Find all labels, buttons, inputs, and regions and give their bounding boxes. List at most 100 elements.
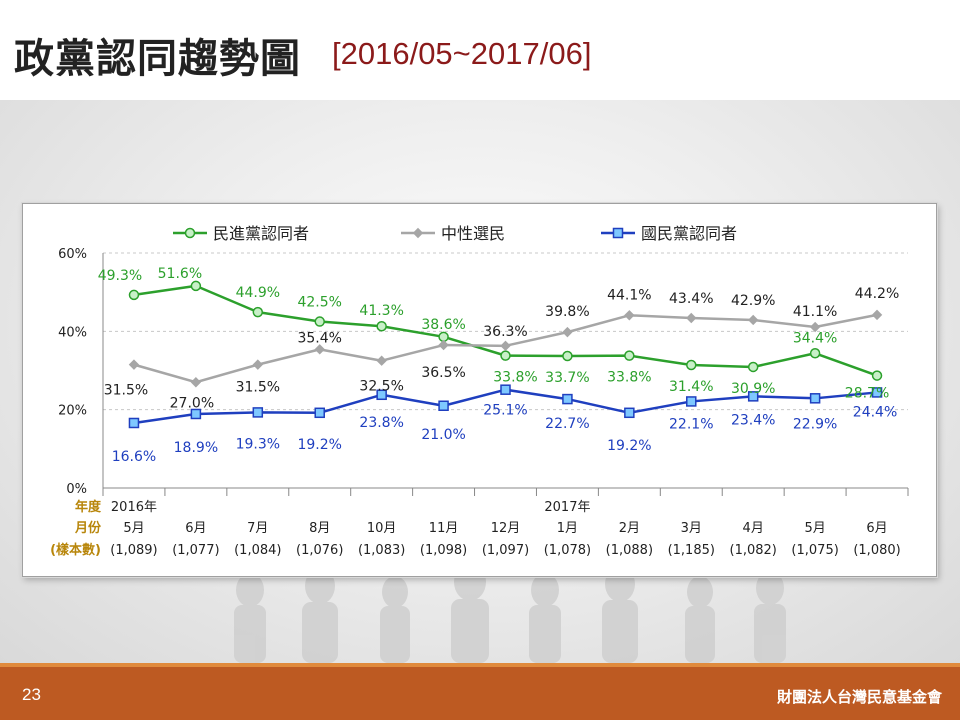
page-number: 23 [22, 685, 41, 704]
y-tick-label: 20% [58, 404, 87, 419]
data-point [128, 417, 140, 429]
data-point [314, 407, 325, 419]
data-label: 33.8% [493, 370, 537, 386]
data-label: 41.1% [793, 304, 837, 320]
data-label: 31.4% [669, 379, 713, 395]
data-label: 34.4% [793, 330, 837, 346]
data-label: 32.5% [359, 379, 403, 395]
x-sample-size-label: (1,083) [358, 543, 405, 558]
data-label: 27.0% [170, 395, 214, 411]
x-sample-size-label: (1,080) [853, 543, 900, 558]
data-point [500, 340, 511, 352]
x-sample-size-label: (1,082) [730, 543, 777, 558]
data-label: 23.4% [731, 412, 775, 428]
data-point [500, 350, 511, 361]
x-sample-size-label: (1,076) [296, 543, 343, 558]
data-point [500, 384, 511, 395]
row-label: 月份 [74, 520, 102, 536]
data-label: 30.9% [731, 381, 775, 397]
data-label: 36.5% [421, 365, 465, 381]
data-point [624, 310, 635, 321]
data-point [190, 408, 202, 420]
data-label: 44.9% [236, 285, 280, 301]
x-month-label: 2月 [619, 521, 640, 536]
data-point [809, 348, 821, 359]
data-point [871, 309, 883, 321]
data-point [686, 312, 697, 324]
legend-label: 中性選民 [441, 224, 505, 243]
data-label: 42.5% [297, 295, 341, 311]
legend-marker [612, 227, 624, 239]
date-range: [2016/05~2017/06] [332, 36, 592, 71]
data-point [190, 377, 202, 388]
x-month-label: 6月 [185, 521, 206, 536]
data-point [252, 306, 264, 318]
data-point [438, 400, 449, 411]
data-label: 19.2% [297, 437, 341, 453]
data-point [562, 326, 573, 338]
x-month-label: 1月 [557, 521, 578, 536]
data-point [809, 321, 821, 333]
x-month-label: 3月 [681, 521, 702, 536]
data-label: 44.2% [855, 286, 899, 302]
data-point [252, 407, 264, 418]
data-point [747, 391, 759, 402]
data-point [871, 387, 883, 398]
data-label: 33.8% [607, 370, 651, 386]
x-sample-size-label: (1,089) [110, 543, 157, 558]
data-point [314, 316, 325, 327]
data-label: 31.5% [104, 383, 148, 399]
data-point [562, 393, 573, 405]
data-point [624, 350, 635, 361]
data-label: 35.4% [297, 330, 341, 346]
x-month-label: 12月 [491, 521, 521, 536]
x-month-label: 5月 [804, 521, 825, 536]
data-point [190, 280, 202, 292]
data-label: 43.4% [669, 291, 713, 307]
data-label: 22.1% [669, 416, 713, 432]
x-month-label: 10月 [367, 521, 397, 536]
data-label: 19.2% [607, 438, 651, 454]
row-label: (樣本數) [50, 542, 101, 558]
data-point [128, 359, 140, 370]
legend-label: 民進黨認同者 [213, 224, 309, 243]
data-label: 22.9% [793, 416, 837, 432]
data-point [376, 389, 387, 401]
data-label: 36.3% [483, 324, 527, 340]
data-point [128, 289, 140, 301]
line-chart: 0% 20% 40% 60% 民進黨認同者 中性選民 國民黨認同者 49.3% 51.6% 4… [50, 224, 909, 558]
data-label: 23.8% [359, 415, 403, 431]
x-sample-size-label: (1,098) [420, 543, 467, 558]
chart-panel: 0% 20% 40% 60% 民進黨認同者 中性選民 國民黨認同者 49.3% 51.6% 4… [22, 203, 937, 577]
x-month-label: 11月 [429, 521, 459, 536]
data-point [376, 320, 387, 332]
data-label: 19.3% [236, 436, 280, 452]
x-sample-size-label: (1,075) [791, 543, 838, 558]
x-month-label: 8月 [309, 521, 330, 536]
legend-marker [184, 227, 196, 239]
x-year-label: 2017年 [544, 500, 590, 515]
legend-marker [412, 227, 424, 239]
row-label: 年度 [75, 499, 102, 515]
data-label: 38.6% [421, 317, 465, 333]
x-year-label: 2016年 [111, 500, 157, 515]
x-month-label: 5月 [123, 521, 144, 536]
data-point [747, 361, 759, 373]
x-sample-size-label: (1,088) [606, 543, 653, 558]
legend-label: 國民黨認同者 [641, 224, 737, 243]
slide-footer: 23 財團法人台灣民意基金會 [0, 663, 960, 720]
data-label: 31.5% [236, 380, 280, 396]
data-point [562, 350, 573, 362]
data-label: 16.6% [112, 449, 156, 465]
x-sample-size-label: (1,084) [234, 543, 281, 558]
data-label: 21.0% [421, 427, 465, 443]
data-label: 28.7% [845, 386, 889, 402]
data-label: 22.7% [545, 416, 589, 432]
data-label: 25.1% [483, 403, 527, 419]
data-point [252, 359, 264, 370]
data-point [686, 396, 697, 407]
data-label: 41.3% [359, 303, 403, 319]
slide-header: 政黨認同趨勢圖 [2016/05~2017/06] [0, 0, 960, 100]
y-tick-label: 60% [58, 247, 87, 262]
x-sample-size-label: (1,078) [544, 543, 591, 558]
